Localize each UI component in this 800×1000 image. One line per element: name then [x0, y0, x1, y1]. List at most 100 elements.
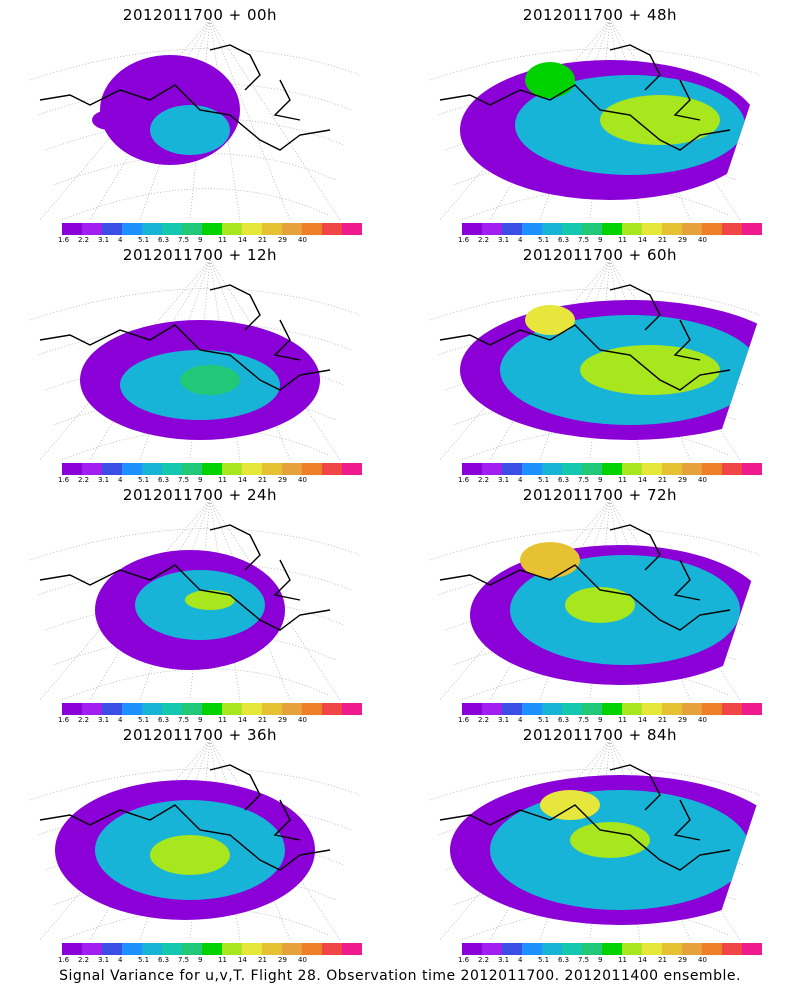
variance-map [29, 20, 361, 220]
colorbar-swatch [102, 703, 122, 715]
colorbar-swatch [142, 703, 162, 715]
colorbar-swatch [282, 703, 302, 715]
colorbar-swatch [482, 223, 502, 235]
forecast-panel-48h: 2012011700 + 48h 1.6 2.2 3.1 4 5.1 6.3 7.5 9 11 14… [400, 0, 800, 245]
meridian-line [209, 500, 341, 700]
colorbar-tick-label: 4 [118, 716, 123, 724]
colorbar-swatch [582, 223, 602, 235]
colorbar-tick-label: 29 [678, 956, 687, 964]
colorbar-tick-label: 29 [678, 716, 687, 724]
colorbar-swatch [162, 223, 182, 235]
colorbar-tick-label: 1.6 [58, 956, 70, 964]
colorbar-swatch [542, 703, 562, 715]
colorbar-ticks: 1.6 2.2 3.1 4 5.1 6.3 7.5 9 11 14 21 29 40 [52, 236, 352, 246]
meridian-line [589, 260, 611, 460]
colorbar-tick-label: 11 [618, 476, 627, 484]
colorbar [62, 703, 362, 715]
colorbar-swatch [702, 943, 722, 955]
colorbar-swatch [82, 943, 102, 955]
forecast-panel-72h: 2012011700 + 72h 1.6 2.2 3.1 4 5.1 6.3 7.5 9 11 14… [400, 480, 800, 725]
colorbar-swatch [562, 703, 582, 715]
colorbar-swatch [642, 223, 662, 235]
colorbar-tick-label: 7.5 [178, 236, 190, 244]
colorbar-swatch [742, 943, 762, 955]
colorbar-swatch [502, 703, 522, 715]
colorbar-swatch [522, 943, 542, 955]
colorbar-swatch [502, 463, 522, 475]
colorbar-tick-label: 3.1 [98, 956, 110, 964]
colorbar-tick-label: 2.2 [478, 236, 490, 244]
colorbar-tick-label: 3.1 [98, 716, 110, 724]
colorbar-tick-label: 7.5 [578, 716, 590, 724]
colorbar-swatch [682, 223, 702, 235]
panel-title: 2012011700 + 84h [522, 726, 678, 744]
panel-title: 2012011700 + 24h [122, 486, 278, 504]
colorbar-tick-label: 1.6 [58, 236, 70, 244]
colorbar-swatch [142, 463, 162, 475]
colorbar-tick-label: 11 [618, 956, 627, 964]
colorbar-swatch [682, 703, 702, 715]
colorbar-ticks: 1.6 2.2 3.1 4 5.1 6.3 7.5 9 11 14 21 29 40 [452, 476, 752, 486]
variance-contour [600, 95, 720, 145]
colorbar-swatch [542, 463, 562, 475]
colorbar-tick-label: 2.2 [478, 476, 490, 484]
colorbar-tick-label: 29 [278, 476, 287, 484]
graticule-line [45, 598, 345, 631]
colorbar-tick-label: 11 [218, 956, 227, 964]
colorbar [462, 943, 762, 955]
variance-contour [570, 822, 650, 858]
colorbar-swatch [202, 463, 222, 475]
colorbar-tick-label: 5.1 [138, 476, 150, 484]
colorbar-swatch [222, 703, 242, 715]
meridian-line [189, 260, 211, 460]
colorbar-tick-label: 9 [198, 956, 203, 964]
colorbar-tick-label: 9 [598, 236, 603, 244]
meridian-line [209, 500, 241, 700]
colorbar-swatch [262, 463, 282, 475]
colorbar-tick-label: 21 [258, 236, 267, 244]
variance-contour [525, 62, 575, 98]
colorbar-swatch [602, 223, 622, 235]
colorbar-swatch [122, 463, 142, 475]
colorbar-tick-label: 6.3 [158, 956, 170, 964]
colorbar [462, 703, 762, 715]
figure-caption: Signal Variance for u,v,T. Flight 28. Ob… [59, 968, 741, 984]
graticule-line [53, 633, 337, 666]
graticule-line [429, 768, 761, 801]
colorbar-tick-label: 6.3 [158, 716, 170, 724]
forecast-panel-24h: 2012011700 + 24h 1.6 2.2 3.1 4 5.1 6.3 7.5 9 11 14… [0, 480, 400, 725]
colorbar-swatch [722, 463, 742, 475]
colorbar-swatch [302, 223, 322, 235]
forecast-panel-60h: 2012011700 + 60h 1.6 2.2 3.1 4 5.1 6.3 7.5 9 11 14… [400, 240, 800, 485]
colorbar-tick-label: 6.3 [558, 236, 570, 244]
colorbar-swatch [622, 463, 642, 475]
variance-contour [540, 790, 600, 820]
colorbar-swatch [62, 463, 82, 475]
colorbar-tick-label: 1.6 [458, 476, 470, 484]
colorbar-swatch [182, 223, 202, 235]
colorbar-tick-label: 14 [238, 716, 247, 724]
colorbar-swatch [302, 943, 322, 955]
variance-map [429, 500, 761, 700]
colorbar-swatch [322, 463, 342, 475]
colorbar-swatch [562, 943, 582, 955]
colorbar-swatch [82, 703, 102, 715]
colorbar-tick-label: 5.1 [538, 476, 550, 484]
forecast-panel-36h: 2012011700 + 36h 1.6 2.2 3.1 4 5.1 6.3 7.5 9 11 14… [0, 720, 400, 965]
colorbar-tick-label: 40 [698, 956, 707, 964]
colorbar-swatch [482, 463, 502, 475]
panel-title: 2012011700 + 12h [122, 246, 278, 264]
colorbar-swatch [702, 223, 722, 235]
meridian-line [189, 740, 211, 940]
colorbar-swatch [282, 943, 302, 955]
colorbar-tick-label: 14 [238, 956, 247, 964]
colorbar-ticks: 1.6 2.2 3.1 4 5.1 6.3 7.5 9 11 14 21 29 40 [52, 476, 352, 486]
colorbar-tick-label: 1.6 [458, 956, 470, 964]
variance-field [470, 542, 760, 685]
coastline [439, 524, 731, 631]
colorbar-swatch [462, 943, 482, 955]
colorbar-swatch [662, 943, 682, 955]
colorbar-swatch [242, 703, 262, 715]
variance-field [450, 775, 760, 925]
colorbar-swatch [282, 463, 302, 475]
